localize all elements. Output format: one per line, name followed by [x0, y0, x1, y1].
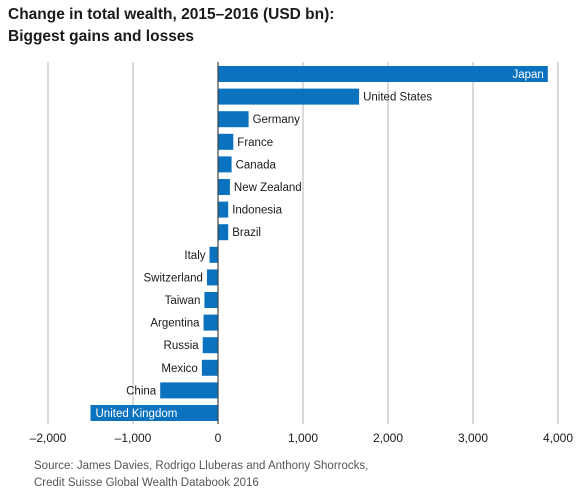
- bar-japan: [218, 66, 548, 82]
- bar-label: Mexico: [161, 363, 197, 375]
- bar-germany: [218, 111, 249, 128]
- bar-labels: Japan United States Germany France Canada New…: [96, 69, 544, 420]
- bar-label: Switzerland: [143, 272, 202, 284]
- bar-new-zealand: [218, 179, 230, 195]
- bar-united-states: [218, 88, 360, 105]
- bar-label: United States: [363, 92, 432, 104]
- x-tick-label: 3,000: [458, 431, 488, 445]
- bar-taiwan: [204, 292, 218, 308]
- x-axis: –2,000 –1,000 0 1,000 2,000 3,000 4,000: [30, 62, 573, 445]
- bar-label: Brazil: [232, 227, 261, 239]
- bar-switzerland: [206, 269, 218, 286]
- source-line2: Credit Suisse Global Wealth Databook 201…: [34, 477, 259, 489]
- chart-title: Change in total wealth, 2015–2016 (USD b…: [8, 4, 334, 48]
- bar-label: United Kingdom: [96, 408, 178, 420]
- bar-canada: [218, 156, 232, 173]
- bar-label: Indonesia: [232, 205, 282, 217]
- x-tick-label: 2,000: [373, 431, 403, 445]
- bar-label: Taiwan: [165, 295, 201, 307]
- bar-mexico: [201, 359, 218, 376]
- bar-france: [218, 133, 234, 150]
- x-tick-label: –1,000: [115, 431, 152, 445]
- bars: [90, 66, 548, 421]
- bar-label: Japan: [512, 69, 543, 81]
- bar-china: [160, 382, 218, 399]
- bar-label: Argentina: [150, 318, 200, 330]
- x-tick-label: –2,000: [30, 431, 67, 445]
- bar-argentina: [203, 314, 218, 331]
- bar-brazil: [218, 224, 229, 241]
- x-tick-label: 1,000: [288, 431, 318, 445]
- bar-label: New Zealand: [234, 182, 302, 194]
- bar-indonesia: [218, 201, 229, 218]
- bar-label: Russia: [164, 340, 200, 352]
- bar-label: Canada: [236, 159, 277, 171]
- bar-label: Germany: [253, 114, 301, 126]
- source-line1: Source: James Davies, Rodrigo Lluberas a…: [34, 460, 369, 472]
- source-note: Source: James Davies, Rodrigo Lluberas a…: [34, 458, 368, 492]
- chart-title-line2: Biggest gains and losses: [8, 28, 195, 45]
- bar-label: China: [126, 385, 157, 397]
- bar-united-kingdom: [90, 405, 218, 421]
- bar-russia: [202, 337, 218, 354]
- gridlines: [47, 62, 559, 424]
- chart-title-line1: Change in total wealth, 2015–2016 (USD b…: [8, 6, 335, 23]
- bar-italy: [209, 246, 218, 263]
- bar-label: Italy: [184, 250, 205, 262]
- x-tick-label: 0: [215, 431, 222, 445]
- x-tick-label: 4,000: [543, 431, 573, 445]
- bar-label: France: [237, 137, 273, 149]
